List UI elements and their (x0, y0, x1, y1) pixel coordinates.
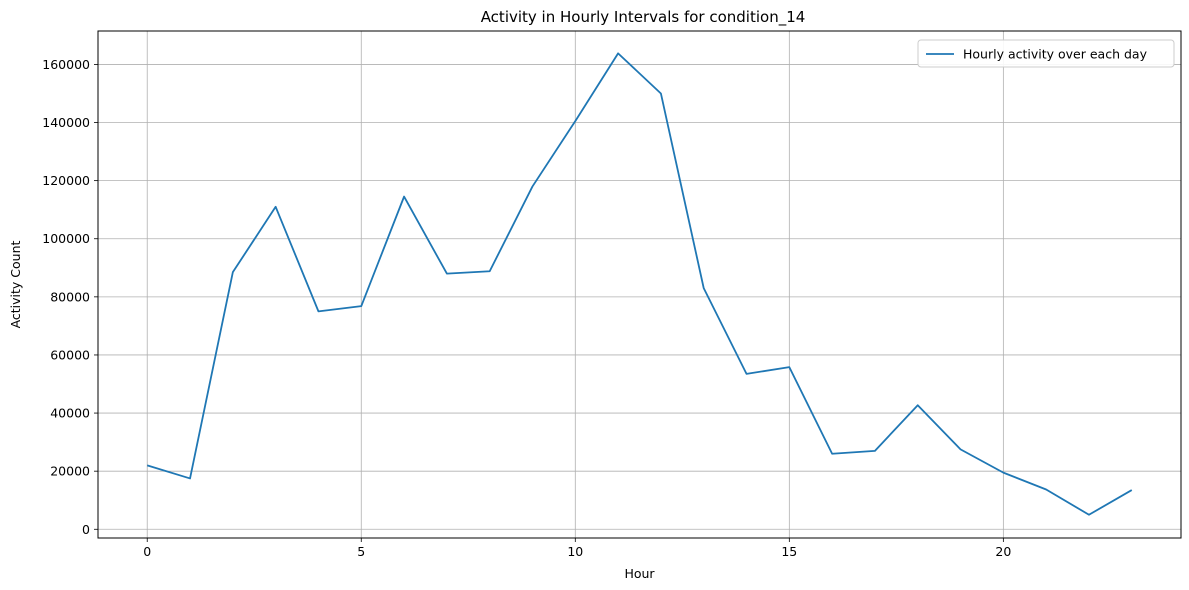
series-layer (146, 52, 1133, 516)
y-tick-label: 140000 (42, 115, 90, 130)
y-tick-label: 60000 (50, 347, 90, 362)
series-line (146, 52, 1133, 516)
legend-box (917, 39, 1175, 68)
y-tick-label: 100000 (42, 231, 90, 246)
plot-frame (97, 30, 1182, 539)
y-tick-label: 0 (82, 522, 90, 537)
y-tick-label: 120000 (42, 173, 90, 188)
y-tick-label: 40000 (50, 406, 90, 421)
x-axis-title: Hour (624, 566, 655, 581)
legend: Hourly activity over each day (917, 39, 1175, 68)
x-axis: 0 5 10 15 20 (143, 538, 1011, 559)
grid (98, 31, 1181, 538)
y-tick-label: 80000 (50, 289, 90, 304)
x-tick-label: 20 (995, 544, 1011, 559)
y-axis: 0 20000 40000 60000 80000 100000 120000 140000 1… (42, 57, 98, 537)
x-tick-label: 15 (781, 544, 797, 559)
y-tick-label: 20000 (50, 464, 90, 479)
x-tick-label: 0 (143, 544, 151, 559)
legend-label: Hourly activity over each day (963, 47, 1148, 62)
y-tick-label: 160000 (42, 57, 90, 72)
chart-title: Activity in Hourly Intervals for conditi… (481, 8, 806, 27)
x-tick-label: 5 (357, 544, 365, 559)
x-tick-label: 10 (567, 544, 583, 559)
y-axis-title: Activity Count (8, 240, 23, 328)
